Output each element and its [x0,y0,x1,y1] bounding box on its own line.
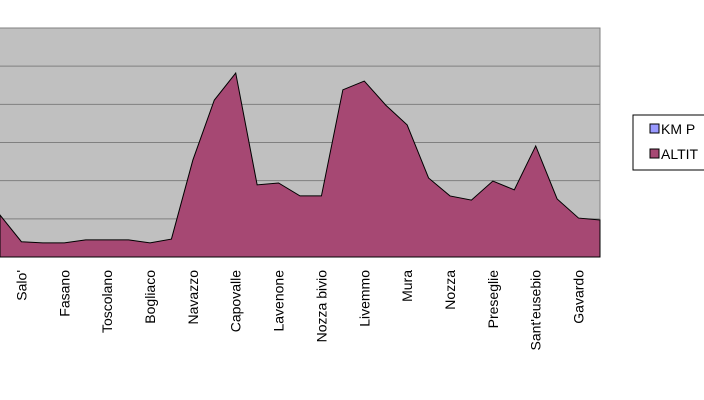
legend-swatch [649,123,660,134]
legend [632,114,704,171]
x-tick-label: Livemmo [356,270,372,327]
x-tick-label: Nozza [442,270,458,310]
x-tick-label: Gavardo [571,270,587,324]
x-tick-label: Preseglie [485,270,501,329]
x-tick-label: Nozza bivio [313,270,329,343]
x-tick-label: Lavenone [271,270,287,332]
x-tick-label: Navazzo [185,270,201,325]
area [0,71,601,258]
x-tick-label: Mura [399,270,415,302]
legend-label: KM P [661,121,695,137]
x-tick-label: Fasano [56,270,72,317]
legend-label: ALTIT [661,146,699,162]
x-tick-label: Bogliaco [142,270,158,324]
x-tick-label: Toscolano [99,270,115,333]
legend-swatch [649,148,660,159]
x-tick-label: Capovalle [228,270,244,332]
x-tick-label: Salo' [13,270,29,301]
x-tick-label: Sant'eusebio [528,270,544,351]
